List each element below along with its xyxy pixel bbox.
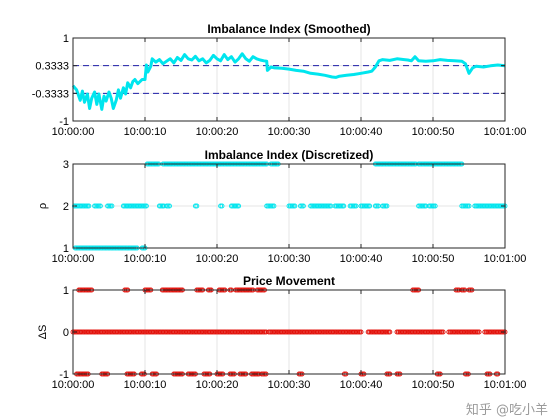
x-tick-label: 10:00:30: [268, 253, 311, 265]
data-point: [384, 329, 390, 335]
x-tick-label: 10:01:00: [484, 379, 527, 391]
data-point: [326, 203, 332, 209]
data-point: [107, 203, 113, 209]
watermark: 知乎 @吃小羊: [466, 402, 548, 418]
data-point: [290, 203, 296, 209]
data-point: [355, 329, 361, 335]
y-axis-label: ΔS: [37, 325, 49, 340]
y-tick-label: 0.3333: [35, 61, 69, 73]
y-tick-label: -1: [59, 116, 69, 128]
data-point: [338, 203, 344, 209]
data-point: [374, 203, 380, 209]
data-point: [219, 203, 225, 209]
x-tick-label: 10:00:10: [124, 253, 167, 265]
data-point: [165, 203, 171, 209]
x-tick-label: 10:00:50: [412, 126, 455, 138]
data-point: [236, 203, 242, 209]
data-point: [381, 203, 387, 209]
data-point: [475, 329, 481, 335]
y-axis-label: ρ: [37, 203, 49, 209]
data-point: [358, 329, 364, 335]
data-point: [387, 329, 393, 335]
x-tick-label: 10:00:20: [196, 253, 239, 265]
x-tick-label: 10:00:10: [124, 126, 167, 138]
data-point: [367, 203, 373, 209]
y-tick-label: -0.3333: [32, 88, 69, 100]
data-point: [352, 203, 357, 209]
y-tick-label: 1: [63, 33, 69, 45]
data-point: [353, 203, 359, 209]
y-tick-label: -1: [59, 369, 69, 381]
data-point: [194, 203, 200, 209]
data-point: [300, 203, 306, 209]
x-tick-label: 10:00:20: [196, 126, 239, 138]
chart-title: Imbalance Index (Discretized): [205, 148, 374, 162]
data-point: [271, 203, 277, 209]
y-tick-label: 1: [63, 243, 69, 255]
panel-price-movement: 10:00:00 10:00:10 10:00:20 10:00:30 10:00:40…: [37, 274, 526, 391]
data-point: [432, 203, 438, 209]
x-tick-label: 10:00:40: [340, 379, 383, 391]
data-point: [269, 203, 275, 209]
data-point: [476, 329, 482, 335]
data-point: [298, 203, 303, 209]
x-tick-label: 10:00:40: [340, 126, 383, 138]
data-point: [86, 203, 92, 209]
data-point: [420, 203, 426, 209]
series-line: [71, 52, 506, 111]
data-point: [466, 203, 472, 209]
data-point: [167, 203, 172, 209]
x-tick-label: 10:00:10: [124, 379, 167, 391]
data-point: [384, 203, 390, 209]
y-tick-label: 0: [63, 327, 69, 339]
x-tick-label: 10:00:50: [412, 253, 455, 265]
x-tick-label: 10:00:30: [268, 379, 311, 391]
x-tick-label: 10:00:00: [52, 379, 95, 391]
x-tick-label: 10:00:30: [268, 126, 311, 138]
data-point: [143, 203, 149, 209]
chart-title: Imbalance Index (Smoothed): [207, 22, 370, 36]
data-point: [158, 203, 164, 209]
panel-discretized: 10:00:00 10:00:10 10:00:20 10:00:30 10:00:40…: [37, 148, 526, 265]
y-tick-label: 3: [63, 159, 69, 171]
y-tick-label: 2: [63, 201, 69, 213]
data-point: [463, 203, 469, 209]
data-point: [439, 329, 445, 335]
data-point: [431, 203, 437, 209]
chart-title: Price Movement: [243, 274, 335, 288]
x-tick-label: 10:00:00: [52, 253, 95, 265]
data-point: [97, 203, 103, 209]
x-tick-label: 10:00:40: [340, 253, 383, 265]
panel-smoothed: 10:00:00 10:00:10 10:00:20 10:00:30 10:00:40…: [32, 22, 527, 138]
x-tick-label: 10:01:00: [484, 253, 527, 265]
x-tick-label: 10:00:50: [412, 379, 455, 391]
data-point: [440, 329, 446, 335]
x-tick-label: 10:01:00: [484, 126, 527, 138]
data-point: [341, 203, 347, 209]
x-tick-label: 10:00:00: [52, 126, 95, 138]
data-point: [96, 203, 102, 209]
data-point: [109, 203, 115, 209]
x-tick-label: 10:00:20: [196, 379, 239, 391]
data-point: [233, 203, 239, 209]
y-tick-label: 1: [63, 285, 69, 297]
data-point: [292, 203, 298, 209]
